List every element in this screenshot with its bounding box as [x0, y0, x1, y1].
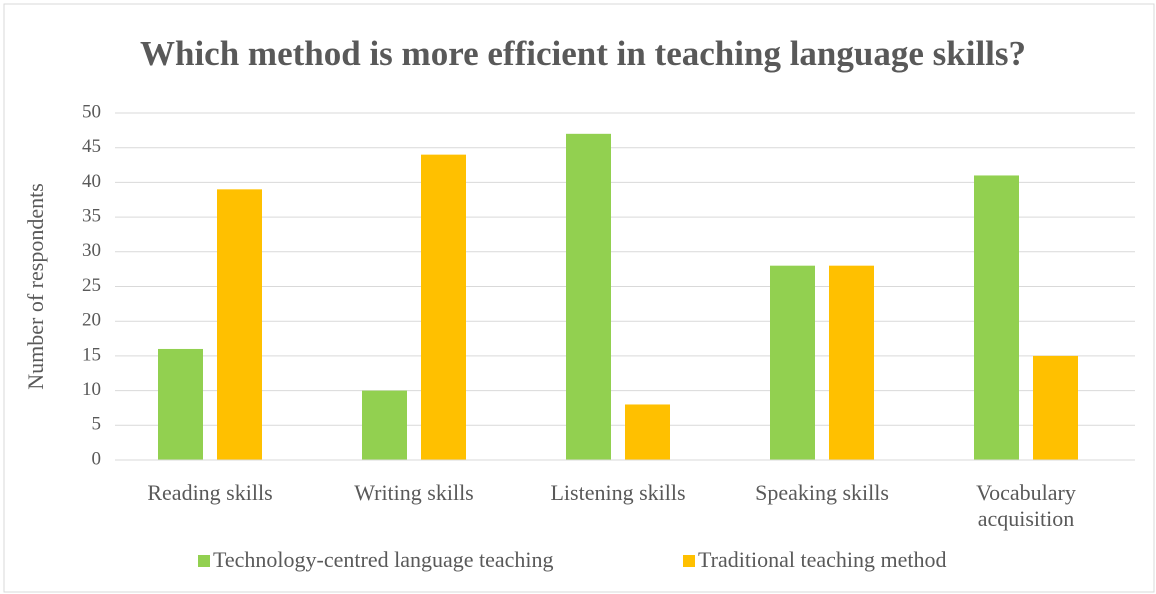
y-tick-label: 25 [82, 275, 101, 296]
bar [362, 390, 407, 460]
legend-swatch [683, 555, 695, 567]
y-tick-label: 5 [92, 414, 102, 435]
bar [217, 189, 262, 460]
x-tick-label: Listening skills [550, 480, 686, 505]
bar [158, 348, 203, 460]
bar [829, 265, 874, 460]
y-tick-label: 40 [82, 171, 101, 192]
y-tick-label: 20 [82, 310, 101, 331]
chart-border [3, 3, 1155, 593]
chart-title: Which method is more efficient in teachi… [139, 34, 1027, 73]
y-tick-label: 35 [82, 205, 101, 226]
y-tick-label: 15 [82, 344, 101, 365]
legend-swatch [198, 555, 210, 567]
x-tick-label: Writing skills [354, 480, 474, 505]
y-tick-label: 0 [92, 448, 102, 469]
y-tick-label: 45 [82, 136, 101, 157]
bar [421, 154, 466, 460]
bar [566, 133, 611, 460]
legend-label: Traditional teaching method [698, 547, 946, 572]
bar [1033, 355, 1078, 460]
bar [625, 404, 670, 460]
y-axis-label: Number of respondents [23, 183, 48, 390]
y-tick-label: 10 [82, 379, 101, 400]
y-tick-label: 30 [82, 240, 101, 261]
legend-label: Technology-centred language teaching [213, 547, 554, 572]
x-tick-label: Vocabulary acquisition [976, 480, 1076, 531]
y-tick-label: 50 [82, 101, 101, 122]
bar [770, 265, 815, 460]
x-tick-label: Reading skills [147, 480, 273, 505]
x-tick-label: Speaking skills [755, 480, 889, 505]
bar [974, 175, 1019, 460]
